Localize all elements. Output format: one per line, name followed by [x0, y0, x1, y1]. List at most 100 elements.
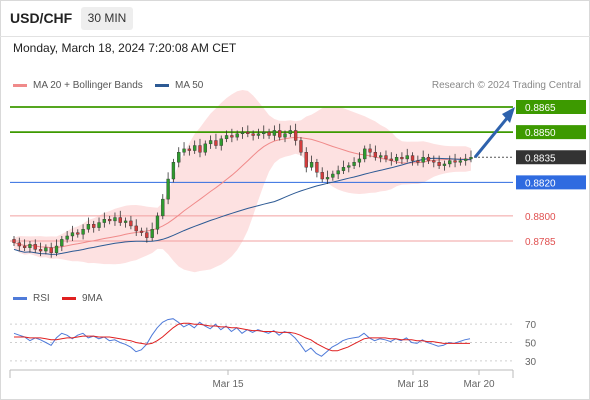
candle-body — [161, 198, 165, 217]
legend-9ma-swatch — [62, 296, 76, 300]
candle-body — [17, 242, 21, 247]
candle-body — [352, 162, 356, 166]
candle-body — [171, 162, 176, 180]
candle-body — [432, 160, 436, 163]
candle-body — [256, 133, 261, 136]
candle-body — [113, 217, 117, 222]
chart-header: USD/CHF 30 MIN — [0, 0, 590, 37]
legend-ma50-label: MA 50 — [175, 80, 204, 91]
candle-body — [123, 220, 128, 223]
level-label-0.8835: 0.8835 — [525, 153, 556, 164]
candle-body — [49, 247, 53, 253]
legend-rsi-label: RSI — [33, 293, 50, 304]
legend-rsi-swatch — [13, 296, 27, 300]
candle-body — [92, 224, 96, 228]
candle-body — [458, 160, 463, 163]
candle-body — [283, 133, 287, 138]
candle-body — [469, 157, 473, 160]
legend-ma20-swatch — [13, 83, 27, 87]
candle-body — [28, 244, 32, 248]
candle-body — [384, 155, 388, 160]
candle-body — [76, 232, 80, 235]
level-label-0.8785: 0.8785 — [525, 237, 556, 248]
candle-body — [288, 130, 292, 134]
candle-body — [22, 245, 27, 248]
level-label-0.8850: 0.8850 — [525, 128, 556, 139]
candle-body — [416, 160, 420, 163]
candle-body — [331, 173, 335, 178]
candle-body — [193, 145, 197, 151]
candle-body — [219, 138, 223, 146]
candle-body — [240, 131, 245, 134]
legend-ma20: MA 20 + Bollinger Bands — [13, 80, 143, 91]
ma20-line — [13, 136, 472, 249]
candle-body — [44, 247, 48, 252]
legend-rsi: RSI — [13, 293, 50, 304]
candle-body — [336, 170, 340, 175]
level-label-box-0.8865 — [516, 100, 586, 114]
instrument-title: USD/CHF — [10, 10, 73, 26]
candle-body — [60, 239, 64, 247]
candle-body — [426, 157, 431, 161]
candle-body — [118, 217, 122, 223]
candle-body — [442, 163, 447, 166]
rsi-tick-label-50: 50 — [525, 339, 537, 350]
candle-body — [198, 145, 202, 153]
candle-body — [214, 140, 218, 146]
level-label-0.8800: 0.8800 — [525, 212, 556, 223]
candle-body — [347, 165, 351, 168]
candle-body — [400, 157, 404, 160]
candle-body — [33, 244, 37, 250]
level-label-0.8865: 0.8865 — [525, 103, 556, 114]
candle-body — [299, 140, 303, 153]
candle-body — [363, 148, 367, 160]
candle-body — [410, 155, 415, 161]
level-label-0.8820: 0.8820 — [525, 178, 556, 189]
credit-text: Research © 2024 Trading Central — [431, 80, 581, 91]
rsi-tick-label-30: 30 — [525, 357, 537, 368]
legend-9ma-label: 9MA — [82, 293, 103, 304]
forecast-arrow-shaft — [473, 116, 510, 159]
candle-body — [437, 162, 441, 166]
candle-body — [203, 143, 207, 153]
x-tick-label: Mar 15 — [212, 379, 244, 390]
candle-body — [166, 178, 170, 200]
candle-body — [177, 152, 181, 163]
x-tick-label: Mar 20 — [463, 379, 495, 390]
candle-body — [145, 232, 149, 238]
candle-body — [293, 130, 298, 141]
candle-body — [97, 222, 101, 228]
candle-body — [102, 219, 106, 223]
candle-body — [304, 152, 308, 168]
candle-body — [315, 162, 319, 173]
candle-body — [464, 158, 468, 161]
x-tick-label: Mar 18 — [397, 379, 429, 390]
candle-body — [129, 220, 133, 227]
candle-body — [341, 167, 346, 171]
candle-body — [325, 177, 330, 180]
candle-body — [272, 130, 277, 136]
forecast-arrow-head — [502, 107, 515, 123]
bollinger-band — [14, 90, 471, 273]
candle-body — [246, 131, 250, 134]
rsi-tick-label-70: 70 — [525, 320, 537, 331]
candle-body — [81, 229, 85, 235]
candle-body — [224, 135, 229, 140]
candle-body — [262, 131, 266, 134]
candle-body — [278, 130, 282, 138]
candle-body — [320, 172, 324, 180]
candle-body — [235, 133, 239, 138]
candle-body — [86, 224, 91, 230]
timestamp: Monday, March 18, 2024 7:20:08 AM CET — [13, 41, 237, 55]
candle-body — [394, 157, 399, 161]
candle-body — [230, 135, 234, 138]
candle-body — [187, 148, 192, 151]
candle-body — [389, 158, 393, 161]
candle-body — [379, 155, 383, 158]
timeframe-badge[interactable]: 30 MIN — [81, 7, 133, 30]
candle-body — [139, 230, 144, 233]
legend-9ma: 9MA — [62, 293, 103, 304]
candle-body — [12, 239, 16, 243]
legend-ma20-label: MA 20 + Bollinger Bands — [33, 80, 143, 91]
